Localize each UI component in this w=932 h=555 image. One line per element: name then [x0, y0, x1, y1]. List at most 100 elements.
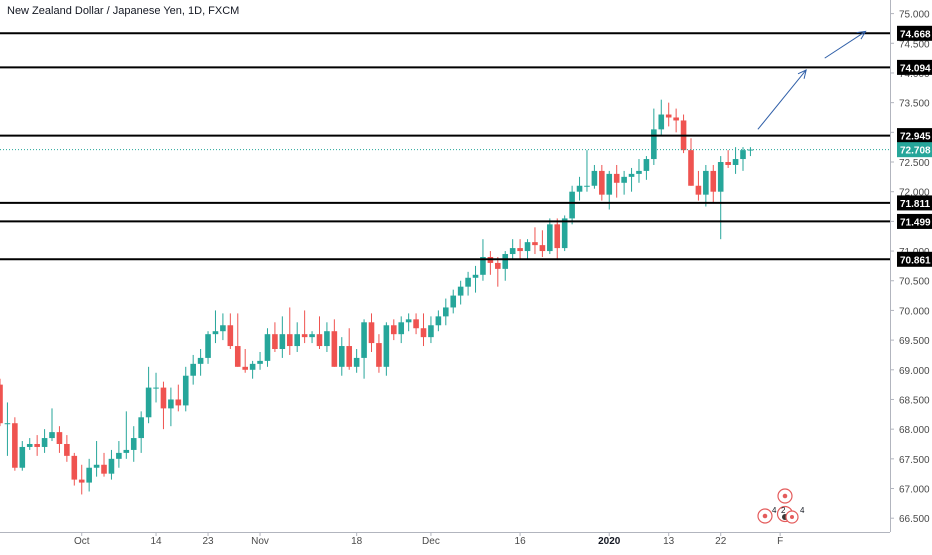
candle-body — [160, 387, 167, 409]
candle-body — [264, 334, 271, 361]
y-tick-label: 72.500 — [899, 158, 930, 169]
candle — [524, 239, 531, 260]
candle — [4, 402, 11, 456]
candle — [338, 337, 345, 376]
candle — [465, 271, 471, 296]
candle — [636, 159, 642, 183]
candle — [621, 170, 627, 195]
candle — [49, 408, 55, 442]
x-tick-label: 23 — [202, 536, 214, 547]
candle-body — [168, 399, 174, 409]
candle — [457, 280, 464, 305]
projection-arrow — [824, 30, 867, 59]
candle-body — [576, 185, 583, 192]
event-count-label: 2 — [781, 506, 786, 515]
candle-body — [606, 173, 613, 195]
candle-body — [338, 346, 345, 367]
candle-body — [658, 114, 665, 130]
projection-arrow — [757, 69, 807, 130]
candle-body — [554, 224, 561, 249]
candle — [643, 156, 650, 180]
event-count-label: 4 — [772, 506, 777, 515]
candle-body — [34, 443, 40, 447]
candle-body — [227, 325, 234, 347]
candle — [740, 147, 746, 171]
candle — [101, 452, 107, 477]
candle — [361, 319, 367, 379]
candle-body — [309, 334, 315, 338]
candle — [628, 167, 635, 192]
candle — [234, 313, 241, 367]
y-tick-label: 75.000 — [899, 10, 930, 21]
x-tick-label: 14 — [150, 536, 162, 547]
candle — [212, 310, 219, 344]
candle-body — [428, 325, 434, 338]
candle — [0, 378, 3, 427]
candle-body — [465, 277, 471, 287]
candle — [420, 313, 427, 347]
candle-body — [584, 185, 590, 187]
candle — [249, 360, 256, 379]
candle-body — [71, 455, 78, 480]
candle-body — [353, 357, 360, 367]
candle-body — [361, 322, 367, 358]
candle — [197, 349, 204, 376]
candle-body — [599, 170, 605, 195]
candle-body — [294, 334, 300, 347]
candle-body — [130, 438, 137, 450]
candles — [0, 99, 754, 495]
level-price-label: 74.668 — [900, 29, 931, 40]
candle — [264, 328, 271, 367]
candle — [272, 322, 278, 352]
candle — [93, 441, 100, 477]
candle-body — [197, 357, 204, 364]
y-tick-label: 70.500 — [899, 277, 930, 288]
candle-body — [561, 218, 568, 249]
candle-body — [205, 334, 211, 358]
y-tick-label: 72.000 — [899, 188, 930, 199]
candle — [695, 170, 702, 201]
y-tick-label: 67.500 — [899, 455, 930, 466]
candle-body — [234, 346, 241, 367]
candle-body — [383, 325, 390, 367]
y-tick-label: 69.000 — [899, 366, 930, 377]
price-labels: 74.668 74.094 72.945 72.708 71.811 71.499 70.8… — [897, 25, 932, 267]
candle — [450, 289, 457, 314]
level-price-badge — [897, 59, 932, 75]
y-tick-label: 73.500 — [899, 99, 930, 110]
candle-body — [524, 242, 531, 252]
candle-body — [539, 245, 546, 252]
candle — [717, 156, 724, 240]
y-tick-label: 68.000 — [899, 425, 930, 436]
candle — [108, 449, 115, 480]
event-icon-dot — [782, 493, 788, 499]
candle-body — [547, 224, 553, 252]
candle — [591, 164, 598, 189]
level-price-badge — [897, 128, 932, 144]
candle — [145, 366, 152, 424]
candle — [130, 426, 137, 462]
candle — [509, 239, 516, 260]
candle-body — [175, 399, 182, 406]
y-tick-label: 66.500 — [899, 514, 930, 525]
candle — [413, 313, 419, 335]
candle-body — [123, 449, 130, 453]
candle-body — [621, 176, 627, 183]
level-price-badge — [897, 195, 932, 211]
candle — [86, 458, 92, 492]
candle — [190, 354, 196, 385]
x-tick-label: Nov — [251, 536, 269, 547]
candle-body — [182, 375, 189, 406]
current-price-label: 72.708 — [900, 146, 931, 157]
candle — [435, 310, 442, 332]
candle — [78, 464, 85, 495]
candle — [495, 256, 501, 287]
arrow-head — [856, 30, 867, 40]
candle-body — [532, 242, 538, 246]
candle-body — [257, 360, 263, 364]
candle-body — [0, 384, 3, 424]
candle — [301, 310, 308, 344]
level-price-label: 71.811 — [900, 199, 930, 210]
